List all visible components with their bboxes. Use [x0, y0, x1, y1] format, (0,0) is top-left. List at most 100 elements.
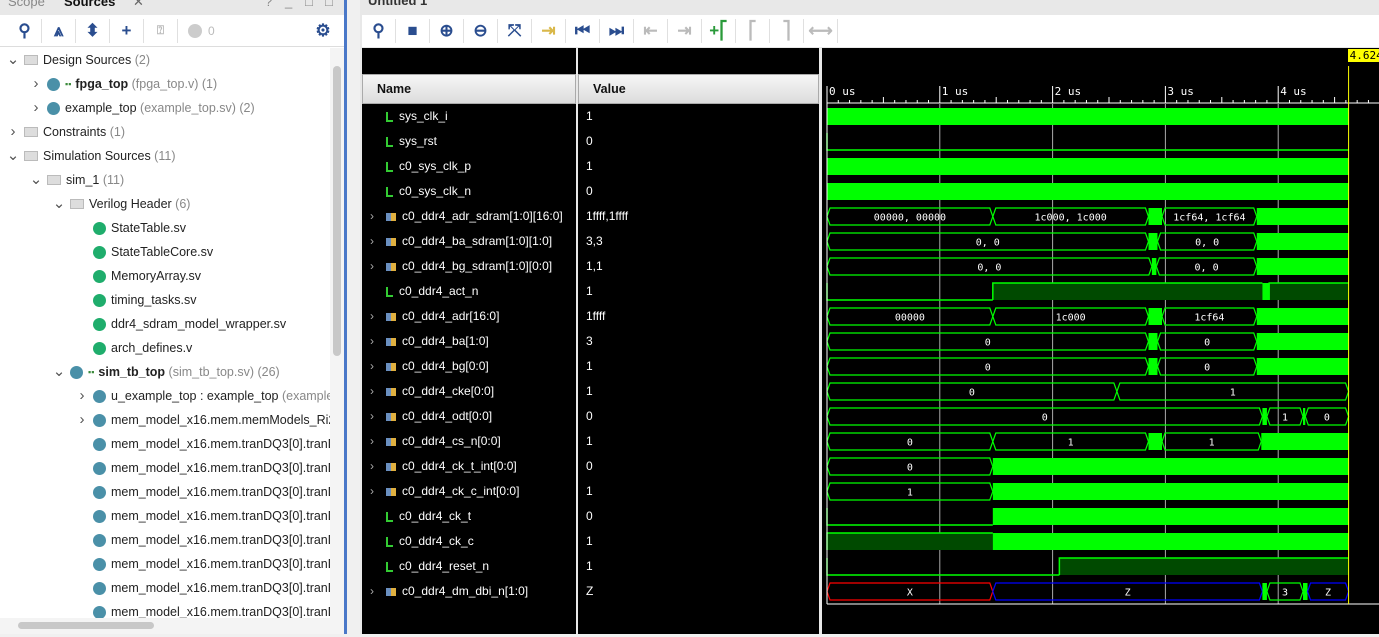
signal-row[interactable]: › c0_ddr4_ck_t_int[0:0]: [362, 454, 576, 479]
expand-chevron-icon[interactable]: ›: [370, 359, 374, 373]
tree-item[interactable]: › Constraints (1): [6, 120, 125, 144]
signal-value[interactable]: 1: [578, 354, 819, 379]
waveform-area[interactable]: 0 us 1 us 2 us 3 us 4 us 00000, 00000 1c000, 1…: [822, 48, 1379, 634]
signal-row[interactable]: › c0_ddr4_dm_dbi_n[1:0]: [362, 579, 576, 604]
tree-item[interactable]: mem_model_x16.mem.tranDQ3[0].tranD: [75, 504, 330, 528]
go-to-cursor-icon[interactable]: ⇥: [532, 19, 566, 43]
expand-chevron-icon[interactable]: ›: [370, 234, 374, 248]
expand-chevron-icon[interactable]: ›: [370, 309, 374, 323]
minimize-icon[interactable]: _: [285, 0, 293, 9]
tree-item[interactable]: ⌄ Verilog Header (6): [52, 192, 191, 216]
expand-chevron-icon[interactable]: ›: [370, 334, 374, 348]
signal-value[interactable]: 0: [578, 454, 819, 479]
help-icon[interactable]: ?: [265, 0, 273, 9]
go-to-end-icon[interactable]: ⏭: [600, 19, 634, 43]
chevron-right-icon[interactable]: ›: [33, 99, 39, 116]
properties-icon[interactable]: ⍰: [144, 18, 178, 43]
chevron-down-icon[interactable]: ⌄: [29, 171, 43, 188]
tree-item[interactable]: StateTableCore.sv: [75, 240, 213, 264]
tree-item[interactable]: mem_model_x16.mem.tranDQ3[0].tranD: [75, 576, 330, 600]
horizontal-scrollbar[interactable]: [0, 618, 344, 634]
next-transition-icon[interactable]: ⇥: [668, 19, 702, 43]
expand-chevron-icon[interactable]: ›: [370, 409, 374, 423]
save-icon[interactable]: ■: [396, 19, 430, 43]
tree-item[interactable]: mem_model_x16.mem.tranDQ3[0].tranD: [75, 528, 330, 552]
signal-value[interactable]: Z: [578, 579, 819, 604]
chevron-down-icon[interactable]: ⌄: [6, 51, 20, 68]
zoom-out-icon[interactable]: ⊖: [464, 19, 498, 43]
go-to-start-icon[interactable]: ⏮: [566, 19, 600, 43]
signal-value[interactable]: 0: [578, 179, 819, 204]
expand-chevron-icon[interactable]: ›: [370, 459, 374, 473]
signal-row[interactable]: c0_ddr4_ck_t: [362, 504, 576, 529]
expand-chevron-icon[interactable]: ›: [370, 259, 374, 273]
signal-value[interactable]: 0: [578, 129, 819, 154]
signal-value[interactable]: 1ffff,1ffff: [578, 204, 819, 229]
vertical-scrollbar[interactable]: [330, 48, 344, 618]
expand-chevron-icon[interactable]: ›: [370, 584, 374, 598]
search-icon[interactable]: ⚲: [362, 19, 396, 43]
signal-row[interactable]: sys_clk_i: [362, 104, 576, 129]
tree-item[interactable]: ⌄ sim_1 (11): [29, 168, 124, 192]
panel-divider[interactable]: [344, 0, 347, 634]
tree-item[interactable]: mem_model_x16.mem.tranDQ3[0].tranD: [75, 480, 330, 504]
chevron-right-icon[interactable]: ›: [79, 411, 85, 428]
signal-value[interactable]: 1ffff: [578, 304, 819, 329]
zoom-fit-icon[interactable]: ⤧: [498, 19, 532, 43]
tree-item[interactable]: ⌄ Simulation Sources (11): [6, 144, 176, 168]
value-column-header[interactable]: Value: [578, 74, 819, 104]
tree-item[interactable]: mem_model_x16.mem.tranDQ3[0].tranD: [75, 456, 330, 480]
swap-cursors-icon[interactable]: ⟷: [804, 19, 838, 43]
tree-item[interactable]: timing_tasks.sv: [75, 288, 196, 312]
chevron-down-icon[interactable]: ⌄: [6, 147, 20, 164]
signal-value[interactable]: 1: [578, 529, 819, 554]
signal-value[interactable]: 0: [578, 404, 819, 429]
signal-value[interactable]: 1: [578, 554, 819, 579]
next-marker-icon[interactable]: ⎤: [770, 19, 804, 43]
tree-item[interactable]: › mem_model_x16.mem.memModels_Ri2: [75, 408, 331, 432]
signal-value[interactable]: 1: [578, 279, 819, 304]
signal-value[interactable]: 1: [578, 154, 819, 179]
search-icon[interactable]: ⚲: [8, 18, 42, 43]
warnings-indicator[interactable]: 0: [178, 19, 215, 43]
tree-item[interactable]: › u_example_top : example_top (example_: [75, 384, 331, 408]
tree-item[interactable]: ⌄ ▪▪ sim_tb_top (sim_tb_top.sv) (26): [52, 360, 280, 384]
signal-row[interactable]: c0_sys_clk_p: [362, 154, 576, 179]
add-marker-icon[interactable]: +⎡: [702, 19, 736, 43]
signal-row[interactable]: › c0_ddr4_ck_c_int[0:0]: [362, 479, 576, 504]
tab-scope[interactable]: Scope: [8, 0, 45, 9]
expand-chevron-icon[interactable]: ›: [370, 484, 374, 498]
signal-value[interactable]: 1: [578, 104, 819, 129]
tree-item[interactable]: › example_top (example_top.sv) (2): [29, 96, 255, 120]
chevron-right-icon[interactable]: ›: [33, 75, 39, 92]
tree-item[interactable]: arch_defines.v: [75, 336, 192, 360]
close-tab-icon[interactable]: ✕: [133, 0, 144, 9]
add-sources-icon[interactable]: +: [110, 18, 144, 43]
scrollbar-thumb[interactable]: [333, 66, 341, 356]
chevron-down-icon[interactable]: ⌄: [52, 363, 66, 380]
signal-row[interactable]: › c0_ddr4_adr[16:0]: [362, 304, 576, 329]
previous-transition-icon[interactable]: ⇤: [634, 19, 668, 43]
signal-row[interactable]: › c0_ddr4_ba_sdram[1:0][1:0]: [362, 229, 576, 254]
signal-row[interactable]: › c0_ddr4_ba[1:0]: [362, 329, 576, 354]
name-column-header[interactable]: Name: [362, 74, 576, 104]
signal-value[interactable]: 3: [578, 329, 819, 354]
signal-row[interactable]: › c0_ddr4_cke[0:0]: [362, 379, 576, 404]
signal-row[interactable]: › c0_ddr4_bg_sdram[1:0][0:0]: [362, 254, 576, 279]
signal-row[interactable]: c0_ddr4_reset_n: [362, 554, 576, 579]
signal-row[interactable]: c0_ddr4_act_n: [362, 279, 576, 304]
expand-chevron-icon[interactable]: ›: [370, 384, 374, 398]
signal-value[interactable]: 1: [578, 429, 819, 454]
tree-item[interactable]: › ▪▪ fpga_top (fpga_top.v) (1): [29, 72, 218, 96]
signal-row[interactable]: c0_sys_clk_n: [362, 179, 576, 204]
settings-gear-icon[interactable]: ⚙: [315, 20, 331, 40]
tree-item[interactable]: mem_model_x16.mem.tranDQ3[0].tranD: [75, 432, 330, 456]
signal-value[interactable]: 1: [578, 479, 819, 504]
expand-all-icon[interactable]: ⬍: [76, 18, 110, 43]
expand-chevron-icon[interactable]: ›: [370, 209, 374, 223]
scrollbar-thumb[interactable]: [18, 622, 154, 629]
tree-item[interactable]: ⌄ Design Sources (2): [6, 48, 150, 72]
signal-row[interactable]: sys_rst: [362, 129, 576, 154]
tree-item[interactable]: MemoryArray.sv: [75, 264, 201, 288]
